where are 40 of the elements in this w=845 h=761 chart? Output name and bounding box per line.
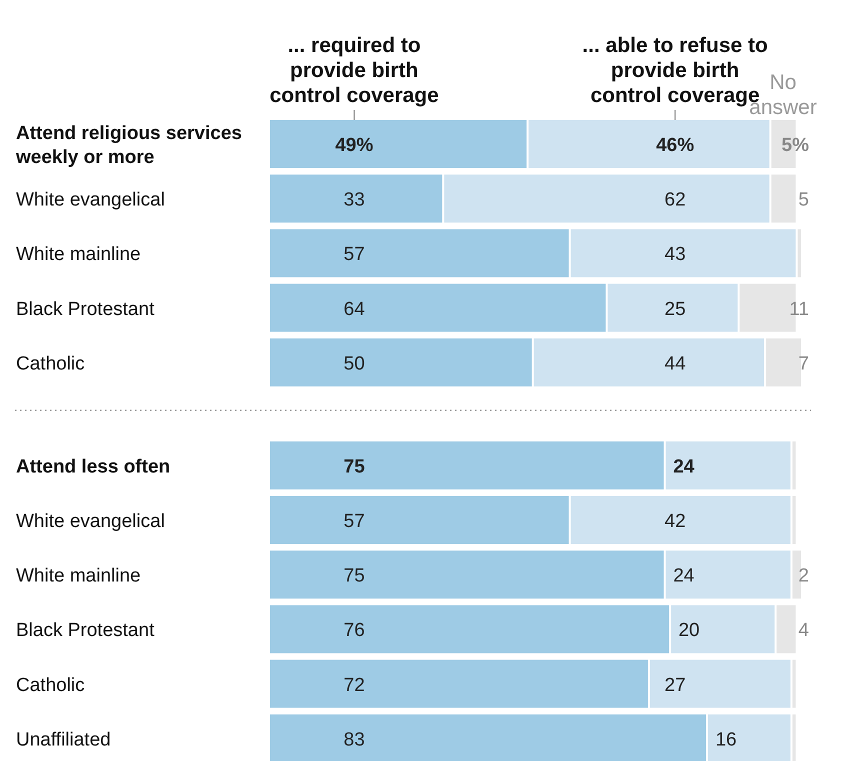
data-label: 27 [664,674,686,696]
series-label: ... required to provide birth control coverage [270,34,439,107]
data-label: 25 [664,298,686,320]
y-tick-label: Attend religious services weekly or more [15,123,242,168]
data-label: 46% [656,135,694,156]
y-tick-label: Catholic [16,353,85,374]
data-label: 57 [344,244,365,266]
data-label: 5% [782,135,810,156]
data-label: 75 [344,566,365,587]
y-tick-label: White evangelical [16,511,165,532]
data-label: 42 [664,511,686,532]
y-tick-label: Black Protestant [16,298,156,320]
data-label: 5 [798,190,809,211]
data-label: 4 [798,620,810,642]
data-label: 20 [678,620,700,642]
y-tick-label: White mainline [16,244,141,266]
data-label: 16 [715,729,737,750]
y-tick-label: Black Protestant [16,620,156,642]
data-label: 75 [344,456,366,478]
data-label: 50 [344,353,365,374]
y-tick-label: Catholic [16,674,85,696]
y-tick-label: White mainline [16,566,141,587]
data-label: 49% [335,135,374,156]
data-label: 43 [664,244,686,266]
data-label: 24 [673,566,695,587]
data-label: 57 [344,511,365,532]
data-label: 24 [673,456,695,478]
y-tick-label: Unaffiliated [16,729,111,750]
data-label: 33 [344,190,365,211]
data-label: 44 [664,353,686,374]
data-label: 64 [344,298,366,320]
y-tick-label: White evangelical [16,190,165,211]
data-label: 76 [344,620,365,642]
data-label: 7 [798,353,809,374]
data-label: 62 [664,190,686,211]
y-tick-label: Attend less often [16,456,170,478]
data-label: 72 [344,674,365,696]
data-label: 11 [789,298,809,320]
data-label: 2 [798,566,809,587]
data-label: 83 [344,729,365,750]
